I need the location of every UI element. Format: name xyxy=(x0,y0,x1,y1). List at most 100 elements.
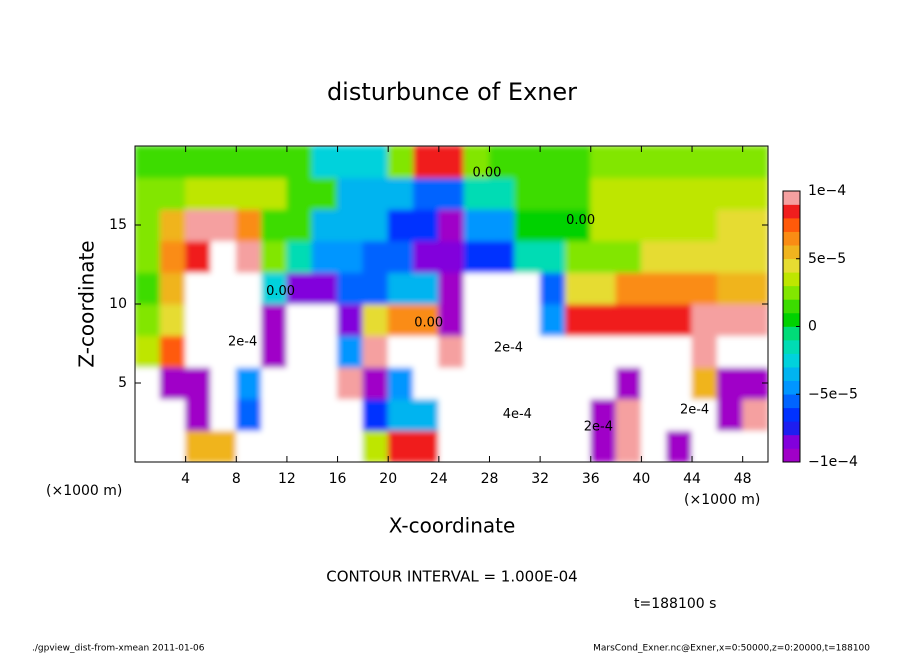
field-cell xyxy=(640,303,668,337)
colorbar-band xyxy=(783,393,800,409)
field-cell xyxy=(640,271,668,305)
field-cell xyxy=(286,177,313,210)
field-cell xyxy=(362,366,389,400)
field-cell xyxy=(210,208,237,242)
field-cell xyxy=(235,366,263,400)
field-cell xyxy=(691,177,718,210)
colorbar-band xyxy=(783,380,800,395)
field-cell xyxy=(387,177,415,210)
field-cell xyxy=(666,398,693,431)
contour-label: 0.00 xyxy=(566,213,595,228)
colorbar-tick-label: 0 xyxy=(808,319,817,335)
field-cell xyxy=(539,366,566,400)
x-tick-label: 12 xyxy=(278,471,296,487)
field-cell xyxy=(666,303,693,337)
field-cell xyxy=(337,366,364,400)
field-cell xyxy=(691,146,718,179)
field-cell xyxy=(666,271,693,305)
field-cell xyxy=(210,303,237,337)
field-cell xyxy=(590,177,617,210)
field-cell xyxy=(210,366,237,400)
field-cell xyxy=(666,208,693,242)
field-cell xyxy=(311,271,339,305)
field-cell xyxy=(210,335,237,368)
field-cell xyxy=(564,303,592,337)
field-cell xyxy=(539,429,566,462)
field-cell xyxy=(539,240,566,273)
field-cell xyxy=(463,366,490,400)
field-cell xyxy=(337,398,364,431)
field-cell xyxy=(235,271,263,305)
field-cell xyxy=(514,240,541,273)
field-cell xyxy=(413,271,440,305)
field-cell xyxy=(666,177,693,210)
colorbar-band xyxy=(783,258,800,273)
field-cell xyxy=(362,303,389,337)
field-cell xyxy=(261,146,288,179)
field-cell xyxy=(640,208,668,242)
colorbar-tick-label: −1e−4 xyxy=(808,454,858,470)
colorbar-band xyxy=(783,285,800,300)
field-cell xyxy=(539,335,566,368)
field-cell xyxy=(185,208,212,242)
field-cell xyxy=(463,240,490,273)
field-cell xyxy=(742,335,768,368)
field-cell xyxy=(716,366,744,400)
field-cell xyxy=(640,429,668,462)
field-cell xyxy=(185,366,212,400)
field-cell xyxy=(488,366,516,400)
field-cell xyxy=(185,429,212,462)
field-cell xyxy=(362,271,389,305)
field-cell xyxy=(311,366,339,400)
field-cell xyxy=(413,398,440,431)
field-cell xyxy=(337,271,364,305)
field-cell xyxy=(615,177,642,210)
field-cell xyxy=(135,177,161,210)
field-cell xyxy=(691,303,718,337)
field-cell xyxy=(135,240,161,273)
field-cell xyxy=(742,429,768,462)
field-cell xyxy=(135,271,161,305)
plot-frame xyxy=(134,145,769,463)
field-cell xyxy=(135,429,161,462)
field-cell xyxy=(590,146,617,179)
field-cell xyxy=(387,366,415,400)
colorbar-band xyxy=(783,339,800,354)
field-cell xyxy=(691,240,718,273)
field-cell xyxy=(716,177,744,210)
field-cell xyxy=(235,240,263,273)
field-cell xyxy=(311,177,339,210)
field-cell xyxy=(311,429,339,462)
field-cell xyxy=(514,335,541,368)
field-cell xyxy=(716,303,744,337)
field-cell xyxy=(286,335,313,368)
field-cell xyxy=(235,429,263,462)
field-cell xyxy=(413,429,440,462)
field-cell xyxy=(438,335,465,368)
field-cell xyxy=(235,177,263,210)
field-cell xyxy=(463,177,490,210)
colorbar-band xyxy=(783,421,800,436)
field-cell xyxy=(564,177,592,210)
colorbar-band xyxy=(783,326,800,341)
field-cell xyxy=(261,177,288,210)
field-cell xyxy=(438,177,465,210)
field-cell xyxy=(615,398,642,431)
field-cell xyxy=(337,146,364,179)
field-cell xyxy=(691,429,718,462)
field-cell xyxy=(564,208,592,242)
contour-label: 0.00 xyxy=(266,284,295,299)
field-cell xyxy=(311,398,339,431)
field-cell xyxy=(311,335,339,368)
contour-label: 2e-4 xyxy=(680,402,709,417)
field-cell xyxy=(539,398,566,431)
field-cell xyxy=(742,177,768,210)
field-cell xyxy=(463,271,490,305)
field-cell xyxy=(337,303,364,337)
field-cell xyxy=(640,146,668,179)
field-cell xyxy=(286,303,313,337)
field-cell xyxy=(590,398,617,431)
contour-interval: CONTOUR INTERVAL = 1.000E-04 xyxy=(326,568,577,586)
footer-right: MarsCond_Exner.nc@Exner,x=0:50000,z=0:20… xyxy=(593,644,870,654)
field-cell xyxy=(413,303,440,337)
